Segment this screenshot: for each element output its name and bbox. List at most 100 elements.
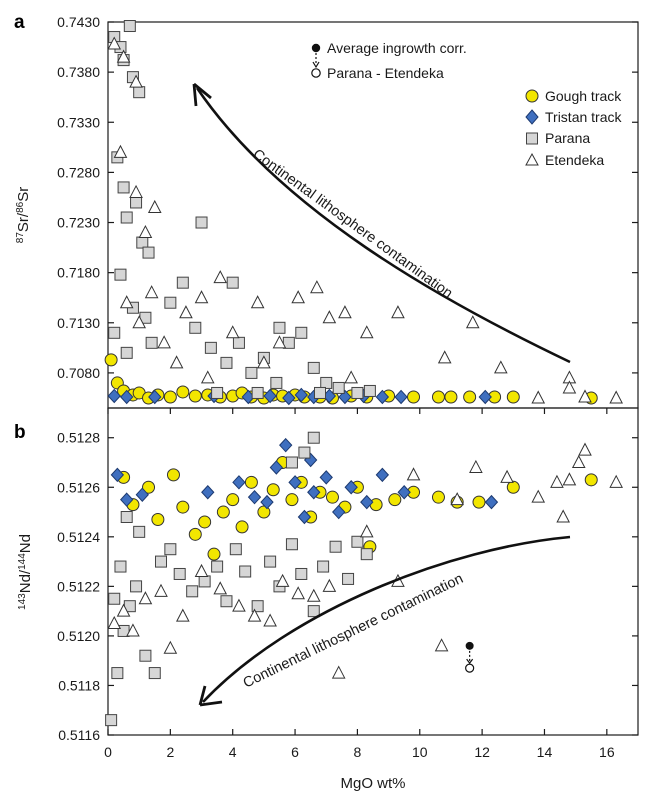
panel-a-point-etendeka (129, 74, 143, 88)
panel-b-point-etendeka (194, 563, 209, 577)
ingrowth-filled-point (465, 641, 474, 650)
panel-b-point-etendeka (609, 474, 624, 488)
panel-a-point-etendeka (119, 295, 134, 309)
x-tick-label: 0 (104, 744, 112, 760)
panel-b-point-parana (329, 540, 342, 553)
panel-a-point-etendeka (338, 305, 352, 319)
panel-a-point-gough-track (444, 390, 458, 404)
legend-tristan-marker-icon (525, 109, 539, 125)
panel-b-point-etendeka (359, 524, 374, 538)
panel-a-point-parana (245, 366, 258, 379)
panel-b-point-gough-track (166, 468, 180, 482)
legend-parana-etendeka-label: Parana - Etendeka (327, 65, 444, 81)
panel-b-point-etendeka (116, 603, 131, 617)
panel-b-frame (107, 407, 639, 736)
panel-b-point-parana (111, 667, 124, 680)
panel-a-point-parana (176, 276, 189, 289)
panel-a-point-tristan-track (294, 387, 308, 403)
panel-a-y-tick-label: 0.7330 (57, 114, 100, 130)
x-tick-label: 16 (599, 744, 615, 760)
panel-b-point-tristan-track (269, 460, 284, 475)
panel-b-point-gough-track (226, 493, 240, 507)
panel-b-arrowhead (198, 685, 223, 707)
panel-a-point-etendeka (250, 295, 265, 309)
panel-b-point-tristan-track (135, 487, 149, 502)
legend-ingrowth-label: Average ingrowth corr. (327, 40, 467, 56)
panel-a-point-parana (211, 386, 224, 399)
legend-parana-label: Parana (545, 130, 590, 146)
panel-a-point-etendeka (129, 184, 143, 198)
panel-b-point-etendeka (306, 588, 321, 602)
panel-a-point-tristan-track (375, 389, 390, 405)
panel-a-point-parana (220, 356, 233, 369)
panel-b-point-tristan-track (201, 484, 215, 500)
panel-b-point-tristan-track (279, 437, 293, 453)
panel-a-point-parana (314, 386, 326, 399)
panel-b-y-tick-label: 0.5122 (57, 578, 100, 594)
panel-a-point-parana (142, 246, 155, 259)
panel-a-point-etendeka (138, 224, 153, 239)
panel-b-point-tristan-track (297, 509, 312, 525)
panel-a-point-etendeka (391, 305, 405, 319)
ingrowth-open-point (465, 663, 475, 673)
panel-b-point-etendeka (450, 492, 465, 506)
panel-a-arrowhead (192, 82, 212, 107)
panel-b-ylabel-iso-a: 143 (17, 593, 28, 610)
panel-b-point-parana (173, 567, 186, 580)
panel-a-point-tristan-track (148, 389, 162, 405)
panel-a-point-parana (307, 361, 320, 374)
panel-a-point-parana (270, 376, 283, 389)
panel-a-point-parana (295, 326, 308, 339)
panel-a-y-tick-label: 0.7230 (57, 215, 100, 231)
panel-b-point-parana (139, 649, 152, 662)
panel-a-point-etendeka (609, 390, 624, 404)
panel-b-point-parana (317, 560, 330, 573)
panel-b-point-parana (285, 456, 298, 469)
panel-b-point-parana (307, 605, 320, 618)
panel-b-point-gough-track (388, 493, 402, 507)
panel-a-point-etendeka (157, 335, 171, 349)
panel-b-point-gough-track (188, 527, 202, 541)
panel-b-point-parana (114, 560, 127, 573)
panel-b-point-etendeka (434, 638, 449, 652)
panel-b-point-etendeka (263, 613, 277, 627)
panel-a: a 0.74300.73800.73300.72800.72300.71800.… (14, 12, 639, 409)
panel-b-point-etendeka (322, 578, 337, 592)
panel-b-point-parana (155, 555, 167, 568)
panel-a-point-parana (320, 376, 333, 389)
panel-b-point-parana (120, 511, 133, 523)
panel-b-ylabel-el-a: Nd/ (17, 569, 34, 593)
panel-a-y-axis-title: 87Sr/86Sr (15, 187, 33, 243)
panel-a-point-gough-track (104, 353, 118, 367)
panel-b-point-parana (164, 543, 177, 556)
panel-b-point-parana (239, 565, 252, 578)
panel-b-point-gough-track (207, 547, 221, 561)
panel-b-point-etendeka (275, 573, 290, 587)
panel-a-point-parana (232, 336, 245, 349)
panel-b-point-parana (133, 525, 146, 538)
panel-a-point-etendeka (107, 36, 122, 50)
panel-a-point-parana (351, 386, 364, 399)
panel-b-point-parana (211, 560, 224, 573)
panel-b-point-gough-track (266, 483, 280, 497)
x-tick-label: 6 (291, 744, 299, 760)
panel-a-point-gough-track (463, 390, 477, 404)
panel-b-point-tristan-track (288, 475, 302, 490)
panel-b-point-etendeka (571, 454, 586, 468)
panel-a-point-parana (120, 211, 133, 224)
panel-a-point-etendeka (169, 355, 184, 369)
panel-b-point-etendeka (500, 469, 514, 483)
panel-b-point-gough-track (506, 480, 520, 494)
panel-a-annotation: Continental lithosphere contamination (250, 146, 456, 302)
panel-b-y-tick-label: 0.5118 (58, 677, 100, 693)
panel-b-point-etendeka (232, 598, 246, 612)
panel-b-point-tristan-track (307, 484, 321, 500)
x-tick-label: 12 (474, 744, 490, 760)
panel-b-point-etendeka (291, 586, 306, 600)
panel-b-point-etendeka (154, 583, 168, 597)
panel-a-contamination-arrow (195, 87, 571, 364)
panel-b-point-parana (105, 714, 118, 727)
panel-b-point-etendeka (331, 665, 346, 679)
panel-a-point-etendeka (179, 305, 193, 319)
panel-a-point-etendeka (257, 355, 271, 369)
